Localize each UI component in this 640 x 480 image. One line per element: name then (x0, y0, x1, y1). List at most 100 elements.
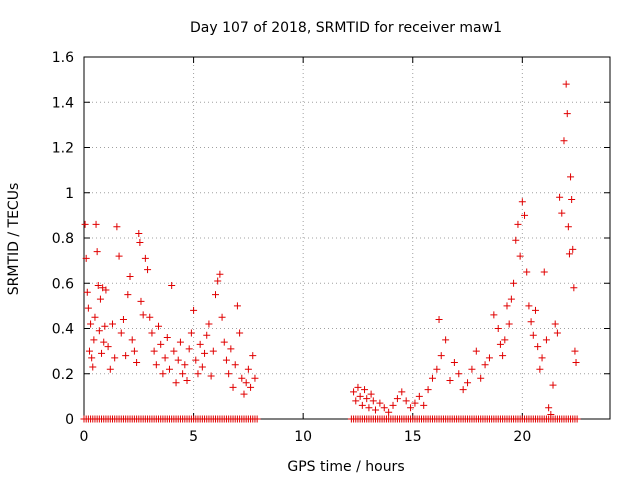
data-point (247, 383, 255, 391)
data-point (560, 137, 568, 145)
data-point (106, 365, 114, 373)
data-point (163, 334, 171, 342)
data-point (89, 363, 97, 371)
data-point (128, 336, 136, 344)
data-point (119, 315, 127, 323)
data-point (553, 329, 561, 337)
y-tick-label: 1 (65, 186, 74, 202)
data-point (196, 340, 204, 348)
data-point (567, 173, 575, 181)
data-point (146, 313, 154, 321)
data-point (455, 370, 463, 378)
data-point (514, 220, 522, 228)
data-point (433, 365, 441, 373)
data-point (236, 329, 244, 337)
data-point (525, 302, 533, 310)
data-point (516, 252, 524, 260)
data-point (104, 343, 112, 351)
data-point (176, 338, 184, 346)
data-point (133, 358, 141, 366)
data-point (424, 386, 432, 394)
plot-frame (83, 56, 611, 420)
data-point (538, 354, 546, 362)
data-point (183, 377, 191, 385)
data-point (94, 282, 102, 290)
data-point (499, 352, 507, 360)
data-point (428, 374, 436, 382)
data-point (570, 284, 578, 292)
data-point (242, 379, 250, 387)
data-point (371, 406, 379, 414)
data-point (468, 365, 476, 373)
data-point (501, 336, 509, 344)
chart-title: Day 107 of 2018, SRMTID for receiver maw… (190, 20, 502, 36)
data-point (563, 110, 571, 118)
data-point (494, 325, 502, 332)
data-point (568, 196, 576, 204)
y-tick-label: 0.8 (52, 231, 74, 247)
data-point (87, 320, 95, 328)
data-point (161, 354, 169, 362)
data-point (93, 248, 101, 256)
data-point (459, 386, 467, 394)
data-point (144, 266, 152, 274)
data-point (549, 381, 557, 389)
data-point (159, 370, 167, 378)
data-point (545, 404, 553, 412)
data-point (225, 370, 233, 378)
y-tick-label: 0 (65, 412, 74, 428)
data-point (564, 223, 572, 231)
data-point (194, 370, 202, 378)
data-point (398, 388, 406, 396)
data-point (556, 193, 564, 201)
data-point (571, 347, 579, 355)
data-point (411, 399, 419, 407)
data-point (415, 392, 423, 400)
data-point (95, 327, 103, 335)
data-point (96, 295, 104, 303)
data-point (137, 297, 145, 305)
data-point (505, 320, 513, 328)
data-point (90, 336, 98, 344)
data-point (512, 236, 520, 244)
data-point (523, 268, 531, 276)
data-point (356, 392, 364, 400)
data-point (111, 354, 119, 362)
y-tick-label: 1.6 (52, 50, 74, 66)
data-point (435, 315, 443, 323)
data-point (240, 390, 248, 398)
data-point (124, 291, 132, 299)
axis-ticks (83, 56, 610, 420)
data-point (214, 277, 222, 285)
data-point (385, 408, 393, 416)
data-point (81, 220, 89, 228)
data-point (569, 245, 577, 253)
y-tick-label: 0.6 (52, 276, 74, 292)
data-point (407, 404, 415, 412)
data-point (352, 397, 360, 405)
data-point (222, 356, 230, 364)
data-point (91, 313, 99, 321)
data-point (565, 250, 573, 258)
data-point (135, 229, 143, 237)
data-point (174, 356, 182, 364)
data-point (212, 291, 219, 299)
data-point (207, 372, 215, 380)
data-point (536, 365, 544, 373)
data-point (148, 329, 156, 337)
data-point (84, 304, 92, 312)
data-point (529, 331, 537, 339)
x-tick-label: 5 (189, 429, 198, 445)
data-point (209, 347, 217, 355)
data-point (558, 209, 566, 217)
data-point (141, 254, 149, 262)
data-point (168, 282, 176, 290)
data-point (572, 358, 580, 366)
data-point (490, 311, 498, 319)
y-tick-label: 1.2 (52, 141, 74, 157)
data-point (117, 329, 125, 337)
data-point (101, 322, 109, 330)
data-point (367, 390, 375, 398)
data-point (185, 345, 193, 353)
